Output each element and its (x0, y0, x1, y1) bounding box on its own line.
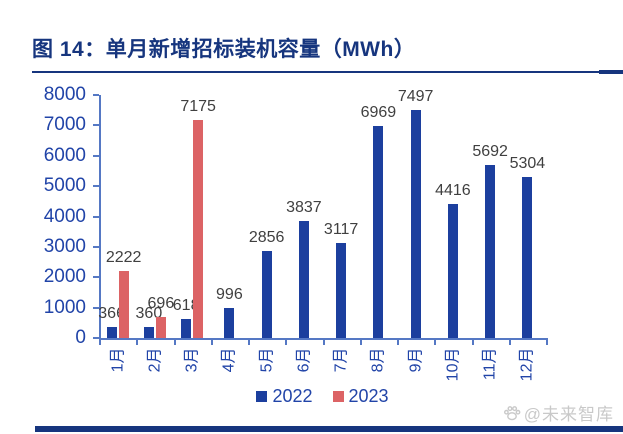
legend-swatch-2023 (332, 391, 344, 402)
watermark: @未来智库 (503, 400, 614, 425)
x-axis-tick (248, 340, 250, 345)
bar-2023-1月 (118, 270, 129, 338)
x-axis-tick (397, 340, 399, 345)
legend-label-2022: 2022 (272, 386, 313, 406)
data-label: 6969 (360, 104, 397, 122)
y-axis-tick (93, 276, 99, 279)
bar-2023-3月 (193, 120, 204, 338)
data-label: 2856 (248, 229, 285, 247)
x-axis-tick (136, 340, 139, 345)
legend-item-2022: 2022 (256, 386, 313, 407)
y-axis-label: 8000 (43, 84, 86, 105)
paw-icon (503, 405, 521, 420)
title-underline (32, 71, 623, 73)
data-label: 7497 (397, 88, 434, 106)
legend-item-2023: 2023 (332, 386, 389, 407)
watermark-text: @未来智库 (523, 405, 614, 424)
bar-2022-2月 (143, 327, 154, 338)
x-axis-tick (359, 340, 362, 345)
y-axis-label: 1000 (43, 296, 86, 318)
y-axis-tick (93, 154, 99, 157)
y-axis-line (99, 95, 101, 339)
title-underline-end (599, 70, 623, 74)
data-label: 618 (172, 297, 200, 315)
data-label: 3117 (323, 221, 359, 239)
x-axis-tick (471, 340, 474, 345)
bar-2022-3月 (181, 319, 192, 338)
bar-2022-6月 (298, 221, 309, 338)
data-label: 7175 (180, 98, 216, 116)
bar-2022-5月 (261, 251, 272, 338)
data-label: 5692 (472, 143, 508, 161)
x-axis-tick (99, 340, 101, 345)
y-axis-label: 4000 (43, 205, 86, 227)
bar-2022-8月 (373, 126, 384, 338)
bar-2022-10月 (447, 203, 458, 338)
bottom-accent-bar (35, 426, 623, 432)
data-label: 366 (98, 304, 125, 322)
chart-legend: 2022 2023 (99, 386, 546, 407)
x-axis-tick (210, 340, 213, 345)
y-axis-tick (93, 185, 99, 188)
y-axis-label: 3000 (43, 235, 86, 257)
chart-title: 图 14：单月新增招标装机容量（MWh） (32, 38, 416, 61)
x-axis-tick (285, 340, 288, 345)
data-label: 696 (147, 294, 175, 312)
bar-2022-11月 (485, 165, 496, 338)
y-axis-tick (93, 94, 99, 96)
y-axis-label: 2000 (43, 266, 86, 288)
bar-2023-2月 (155, 316, 166, 338)
data-label: 2222 (105, 248, 142, 266)
x-axis-tick (322, 340, 325, 345)
y-axis-label: 7000 (43, 114, 86, 136)
data-label: 5304 (509, 154, 546, 172)
legend-swatch-2022 (256, 391, 268, 402)
x-axis-line (99, 338, 548, 340)
bar-2022-4月 (224, 307, 235, 338)
y-axis-label: 6000 (43, 144, 86, 166)
y-axis-tick (93, 124, 99, 127)
x-axis-tick (508, 340, 511, 345)
legend-label-2023: 2023 (348, 386, 389, 406)
data-label: 996 (216, 285, 243, 303)
x-axis-tick (434, 340, 437, 345)
bar-2022-9月 (410, 110, 421, 338)
bar-2022-7月 (336, 243, 347, 338)
y-axis-tick (93, 215, 99, 218)
data-label: 360 (135, 305, 163, 323)
y-axis-tick (93, 306, 99, 309)
data-label: 4416 (435, 181, 471, 199)
data-label: 3837 (286, 199, 322, 217)
y-axis-label: 5000 (43, 175, 86, 197)
x-axis-tick (546, 340, 548, 345)
y-axis-label: 0 (75, 327, 86, 348)
y-axis-tick (93, 245, 99, 248)
bar-2022-12月 (522, 176, 533, 338)
x-axis-tick (173, 340, 176, 345)
bar-2022-1月 (106, 326, 117, 338)
y-axis-tick (93, 337, 99, 339)
